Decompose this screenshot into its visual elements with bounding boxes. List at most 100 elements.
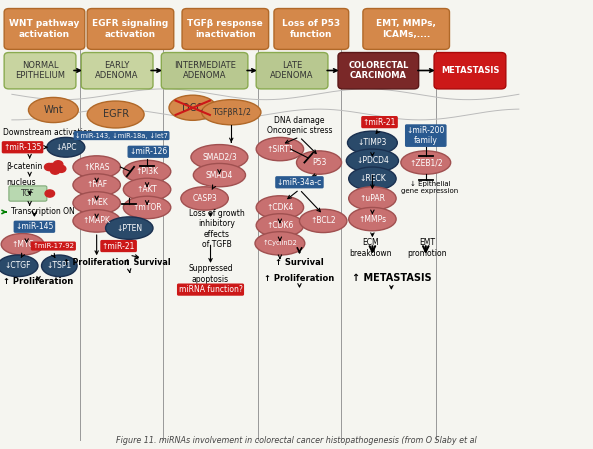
Text: ↑ Proliferation: ↑ Proliferation bbox=[4, 277, 74, 286]
Text: ↑BCL2: ↑BCL2 bbox=[310, 216, 336, 225]
Text: ↑MEK: ↑MEK bbox=[85, 198, 108, 207]
Text: ↑RAF: ↑RAF bbox=[86, 180, 107, 189]
Text: ↓TSP1: ↓TSP1 bbox=[47, 261, 72, 270]
Text: Loss of P53
function: Loss of P53 function bbox=[282, 19, 340, 39]
Ellipse shape bbox=[42, 255, 77, 277]
Ellipse shape bbox=[347, 131, 397, 154]
Circle shape bbox=[53, 161, 63, 168]
Circle shape bbox=[45, 190, 55, 197]
Text: ↑mTOR: ↑mTOR bbox=[132, 203, 162, 212]
FancyBboxPatch shape bbox=[81, 53, 153, 89]
Text: Loss of growth
inhibitory
effects
of TGFB: Loss of growth inhibitory effects of TGF… bbox=[189, 209, 244, 249]
FancyBboxPatch shape bbox=[256, 53, 328, 89]
Text: ↓PDCD4: ↓PDCD4 bbox=[356, 156, 389, 165]
FancyBboxPatch shape bbox=[182, 9, 269, 49]
Text: ↑ Survival: ↑ Survival bbox=[124, 258, 170, 267]
Text: ↑ Survival: ↑ Survival bbox=[275, 258, 324, 267]
Ellipse shape bbox=[193, 163, 246, 187]
Text: ↑miR-21: ↑miR-21 bbox=[102, 242, 135, 251]
Ellipse shape bbox=[47, 137, 85, 157]
Text: Downstream activation: Downstream activation bbox=[3, 128, 93, 137]
Text: TGFβ response
inactivation: TGFβ response inactivation bbox=[187, 19, 263, 39]
Ellipse shape bbox=[73, 210, 120, 232]
Ellipse shape bbox=[73, 192, 120, 214]
Text: ↓PTEN: ↓PTEN bbox=[116, 224, 142, 233]
Text: COLORECTAL
CARCINOMA: COLORECTAL CARCINOMA bbox=[348, 61, 409, 80]
Ellipse shape bbox=[123, 196, 171, 219]
Ellipse shape bbox=[349, 167, 396, 190]
Ellipse shape bbox=[256, 196, 304, 219]
FancyBboxPatch shape bbox=[4, 53, 76, 89]
Ellipse shape bbox=[296, 151, 342, 174]
Circle shape bbox=[47, 163, 57, 171]
FancyBboxPatch shape bbox=[4, 9, 85, 49]
Ellipse shape bbox=[123, 160, 171, 183]
Text: ↑uPAR: ↑uPAR bbox=[359, 194, 385, 203]
Text: ↓RECK: ↓RECK bbox=[359, 174, 386, 183]
Text: WNT pathway
activation: WNT pathway activation bbox=[9, 19, 79, 39]
Text: ↓miR-145: ↓miR-145 bbox=[15, 222, 53, 231]
Text: ↑ Proliferation: ↑ Proliferation bbox=[63, 258, 130, 267]
Text: EGFR signaling
activation: EGFR signaling activation bbox=[93, 19, 168, 39]
Text: ↓ Epithelial
gene expression: ↓ Epithelial gene expression bbox=[401, 181, 458, 194]
Text: ↑CDK4: ↑CDK4 bbox=[266, 203, 294, 212]
Text: LATE
ADENOMA: LATE ADENOMA bbox=[270, 61, 314, 80]
Text: DNA damage
Oncogenic stress: DNA damage Oncogenic stress bbox=[267, 116, 332, 136]
Ellipse shape bbox=[401, 151, 451, 174]
Ellipse shape bbox=[346, 149, 398, 172]
Text: ↓TIMP3: ↓TIMP3 bbox=[358, 138, 387, 147]
Text: ↓APC: ↓APC bbox=[55, 143, 76, 152]
Text: ↑MYC: ↑MYC bbox=[11, 240, 34, 249]
Ellipse shape bbox=[349, 207, 396, 231]
Text: ↑miR-21: ↑miR-21 bbox=[363, 118, 396, 127]
Text: ECM
breakdown: ECM breakdown bbox=[349, 238, 392, 258]
Ellipse shape bbox=[202, 100, 261, 125]
Text: INTERMEDIATE
ADENOMA: INTERMEDIATE ADENOMA bbox=[174, 61, 235, 80]
Text: Figure 11. miRNAs involvement in colorectal cancer histopathogenesis (from O Sla: Figure 11. miRNAs involvement in colorec… bbox=[116, 436, 477, 445]
FancyBboxPatch shape bbox=[274, 9, 349, 49]
Text: ↑CDK6: ↑CDK6 bbox=[266, 221, 294, 230]
Text: Transcription ON: Transcription ON bbox=[11, 207, 75, 216]
Text: EARLY
ADENOMA: EARLY ADENOMA bbox=[95, 61, 139, 80]
Ellipse shape bbox=[256, 137, 304, 161]
Text: DCC: DCC bbox=[182, 103, 203, 113]
FancyBboxPatch shape bbox=[87, 9, 174, 49]
Text: NORMAL
EPITHELIUM: NORMAL EPITHELIUM bbox=[15, 61, 65, 80]
Text: ↑SIRT1: ↑SIRT1 bbox=[266, 145, 294, 154]
FancyBboxPatch shape bbox=[161, 53, 248, 89]
Text: ↑PI3K: ↑PI3K bbox=[136, 167, 158, 176]
Text: ↑ Proliferation: ↑ Proliferation bbox=[264, 274, 334, 283]
Circle shape bbox=[44, 163, 54, 171]
Text: ↑KRAS: ↑KRAS bbox=[84, 163, 110, 172]
Text: ↑CyclinD2: ↑CyclinD2 bbox=[263, 240, 297, 247]
Text: SMAD2/3: SMAD2/3 bbox=[202, 153, 237, 162]
Ellipse shape bbox=[349, 187, 396, 210]
Ellipse shape bbox=[0, 255, 38, 277]
Text: TCF: TCF bbox=[21, 189, 35, 198]
Text: ↑ZEB1/2: ↑ZEB1/2 bbox=[409, 158, 442, 167]
Ellipse shape bbox=[299, 209, 347, 233]
Text: ↓miR-126: ↓miR-126 bbox=[129, 147, 167, 156]
Circle shape bbox=[50, 167, 60, 174]
FancyBboxPatch shape bbox=[434, 53, 506, 89]
Text: Wnt: Wnt bbox=[43, 105, 63, 115]
Text: SMAD4: SMAD4 bbox=[206, 171, 233, 180]
Text: ↑miR-17-92: ↑miR-17-92 bbox=[33, 243, 74, 249]
Text: Suppressed
apoptosis: Suppressed apoptosis bbox=[188, 264, 233, 284]
Text: EMT
promotion: EMT promotion bbox=[407, 238, 447, 258]
Ellipse shape bbox=[191, 145, 248, 170]
Ellipse shape bbox=[73, 156, 120, 178]
FancyBboxPatch shape bbox=[9, 186, 47, 201]
Ellipse shape bbox=[256, 214, 304, 237]
Text: TGFβR1/2: TGFβR1/2 bbox=[212, 108, 251, 117]
Text: P53: P53 bbox=[312, 158, 326, 167]
Text: METASTASIS: METASTASIS bbox=[441, 66, 499, 75]
Ellipse shape bbox=[255, 232, 305, 255]
Ellipse shape bbox=[87, 101, 144, 128]
Text: ↑MAPK: ↑MAPK bbox=[82, 216, 111, 225]
Circle shape bbox=[56, 165, 66, 172]
Text: ↑MMPs: ↑MMPs bbox=[358, 215, 387, 224]
Text: EMT, MMPs,
ICAMs,....: EMT, MMPs, ICAMs,.... bbox=[377, 19, 436, 39]
Text: β-catenin: β-catenin bbox=[6, 162, 42, 171]
Ellipse shape bbox=[181, 187, 228, 210]
